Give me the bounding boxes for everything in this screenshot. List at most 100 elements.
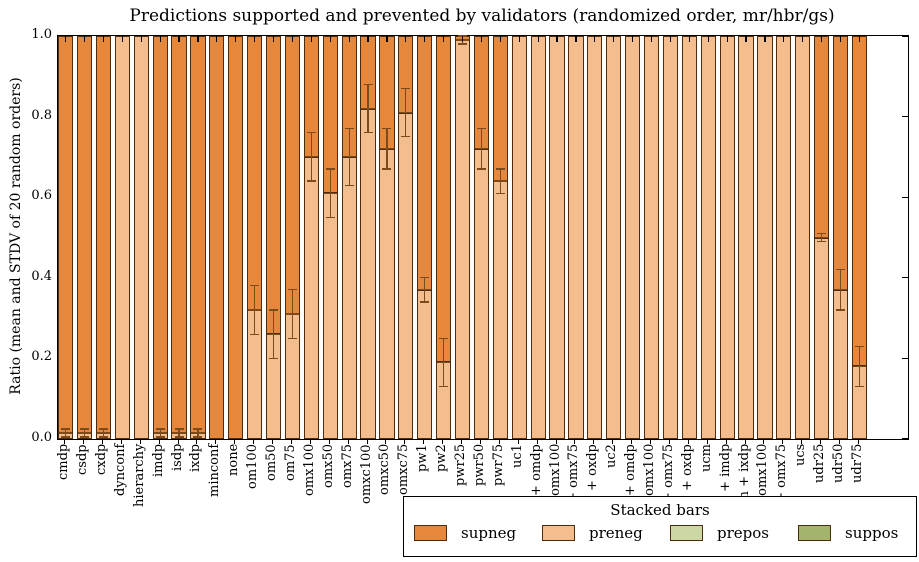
x-tick-label: dynconf xyxy=(112,444,128,497)
top-tick-mark xyxy=(783,36,785,42)
bar-segment-preneg xyxy=(398,112,414,439)
top-tick-mark xyxy=(254,36,256,42)
top-tick-mark xyxy=(839,36,842,42)
error-bar-cap xyxy=(836,309,846,311)
legend-entry-prepos: prepos xyxy=(660,524,788,542)
error-bar-cap xyxy=(495,168,505,170)
y-tick-mark-right xyxy=(902,277,908,279)
top-tick-mark xyxy=(688,36,690,42)
top-tick-mark xyxy=(405,36,407,42)
error-bar-mean xyxy=(852,365,867,368)
bar-segment-supneg xyxy=(832,36,849,290)
bar-segment-supneg xyxy=(851,36,868,367)
x-tick-mark xyxy=(744,440,746,444)
bar-segment-preneg xyxy=(832,289,849,439)
bar-segment-preneg xyxy=(473,148,490,439)
top-tick-mark xyxy=(310,36,312,42)
preneg-swatch xyxy=(542,525,575,541)
error-bar-cap xyxy=(854,345,864,347)
error-bar-mean xyxy=(815,236,829,239)
error-bar-mean xyxy=(191,432,205,434)
x-tick-mark xyxy=(461,440,463,444)
error-bar-cap xyxy=(817,232,827,235)
bar-segment-preneg xyxy=(606,36,622,439)
error-bar-mean xyxy=(96,432,111,434)
error-bar-cap xyxy=(439,386,449,388)
error-bar-mean xyxy=(266,333,281,335)
x-tick-mark xyxy=(498,440,500,444)
bar-segment-preneg xyxy=(511,36,527,439)
error-bar-mean xyxy=(833,289,848,291)
x-tick-label: om100 xyxy=(245,444,261,489)
bar-segment-preneg xyxy=(530,36,546,439)
x-tick-mark xyxy=(479,440,481,444)
error-bar-cap xyxy=(420,277,430,279)
bar-segment-preneg xyxy=(549,36,565,439)
error-bar-mean xyxy=(59,432,73,434)
y-tick-mark-right xyxy=(902,438,908,439)
top-tick-mark xyxy=(102,36,105,42)
error-bar-cap xyxy=(439,337,449,339)
y-tick-mark-right xyxy=(902,116,908,118)
suppos-swatch xyxy=(798,525,831,541)
bar-segment-supneg xyxy=(247,36,263,311)
x-tick-label: omx50 xyxy=(320,444,336,489)
error-bar-cap xyxy=(250,285,260,287)
y-tick-mark-right xyxy=(902,357,908,359)
bar-segment-preneg xyxy=(417,289,433,439)
x-tick-mark xyxy=(574,440,576,444)
x-tick-label: minconf xyxy=(207,444,223,498)
top-tick-mark xyxy=(650,36,653,42)
bar-segment-supneg xyxy=(95,36,112,433)
legend-entries: supneg preneg prepos suppos xyxy=(404,524,916,542)
error-bar-cap xyxy=(287,289,297,291)
y-tick-label: 0.0 xyxy=(31,430,52,445)
top-tick-mark xyxy=(726,36,728,42)
top-tick-mark xyxy=(802,36,804,42)
bar-segment-preneg xyxy=(643,36,660,439)
bar-segment-supneg xyxy=(492,36,508,182)
top-tick-mark xyxy=(745,36,747,42)
bar-segment-preneg xyxy=(341,156,357,439)
legend-entry-preneg: preneg xyxy=(532,524,660,542)
x-tick-mark xyxy=(725,440,727,444)
bar-segment-supneg xyxy=(190,36,206,433)
top-tick-mark xyxy=(121,36,123,42)
legend-label: preneg xyxy=(589,524,643,542)
bar-segment-preneg xyxy=(681,36,697,439)
x-tick-mark xyxy=(442,440,444,444)
x-tick-mark xyxy=(290,440,292,444)
top-tick-mark xyxy=(480,36,483,42)
bar-segment-preneg xyxy=(454,40,471,439)
error-bar-cap xyxy=(854,386,864,388)
x-tick-label: ixdp xyxy=(188,444,204,473)
error-bar-cap xyxy=(476,168,486,170)
bar-segment-preneg xyxy=(814,237,830,439)
legend-label: suppos xyxy=(845,524,899,542)
top-tick-mark xyxy=(424,36,426,42)
x-tick-mark xyxy=(272,440,274,444)
top-tick-mark xyxy=(707,36,709,42)
top-tick-mark xyxy=(613,36,615,42)
top-tick-mark xyxy=(443,36,445,42)
x-tick-label: hierarchy xyxy=(131,444,147,508)
top-tick-mark xyxy=(575,36,577,42)
y-tick-mark-right xyxy=(902,36,908,37)
y-tick-mark-right xyxy=(902,196,908,198)
error-bar-cap xyxy=(269,357,279,359)
error-bar-cap xyxy=(344,128,354,130)
x-tick-label: none xyxy=(226,444,242,477)
error-bar-cap xyxy=(98,436,108,438)
bar-segment-supneg xyxy=(58,36,74,433)
x-tick-label: om50 xyxy=(264,444,280,481)
bar-segment-preneg xyxy=(587,36,603,439)
bar-segment-preneg xyxy=(360,108,376,439)
error-bar-cap xyxy=(174,436,184,438)
legend-label: supneg xyxy=(461,524,517,542)
legend-entry-suppos: suppos xyxy=(788,524,916,542)
error-bar-cap xyxy=(193,436,203,438)
top-tick-mark xyxy=(216,36,218,42)
error-bar-cap xyxy=(382,128,392,130)
y-tick-label: 0.6 xyxy=(31,188,52,204)
